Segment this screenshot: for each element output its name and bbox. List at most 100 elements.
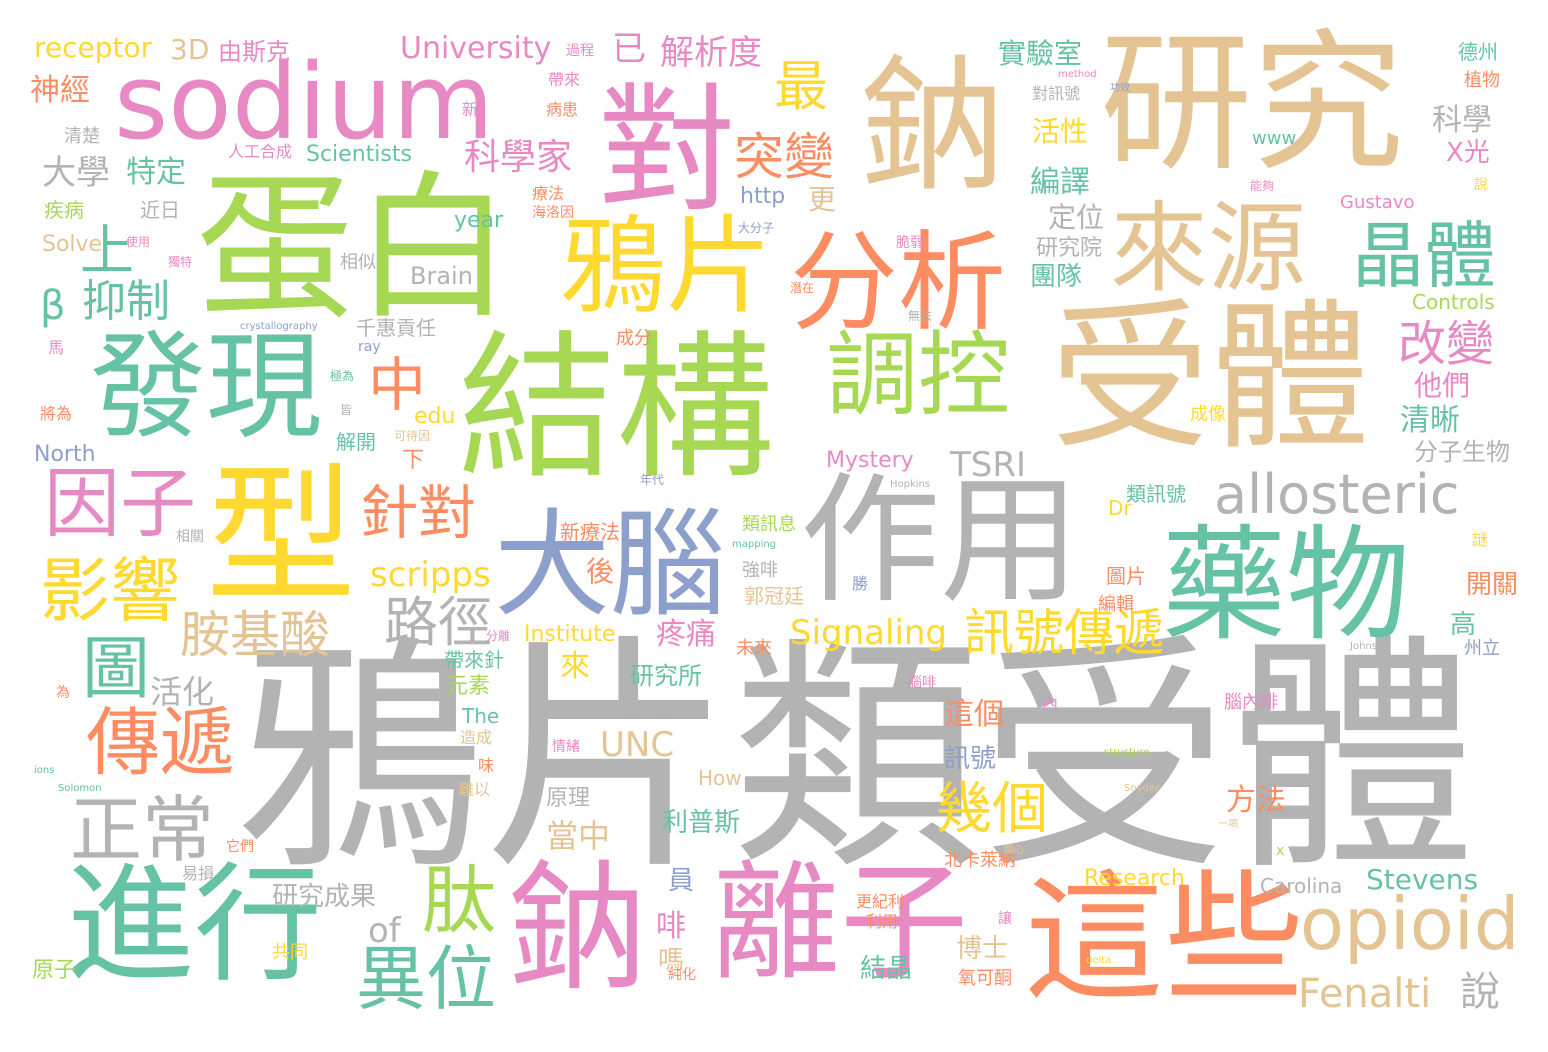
cloud-word: 影響 xyxy=(40,550,180,632)
cloud-word: 後 xyxy=(586,555,615,588)
cloud-word: 博士 xyxy=(956,934,1009,964)
cloud-word: 鴉片 xyxy=(560,205,772,328)
cloud-word: 進行 xyxy=(66,851,323,1000)
cloud-word: 編譯 xyxy=(1030,165,1090,200)
cloud-word: 造成 xyxy=(460,728,493,747)
cloud-word: method xyxy=(1058,69,1097,80)
cloud-word: 由斯克 xyxy=(218,38,290,66)
cloud-word: 因子 xyxy=(44,459,196,548)
cloud-word: Institute xyxy=(524,622,616,647)
cloud-word: crystallography xyxy=(240,321,318,332)
cloud-word: 疾病 xyxy=(44,198,84,222)
cloud-word: 近日 xyxy=(140,198,180,222)
cloud-word: 馬 xyxy=(48,338,65,357)
cloud-word: 高 xyxy=(1450,610,1477,640)
cloud-word: 幾個 xyxy=(936,777,1048,842)
cloud-word: Controls xyxy=(1412,290,1495,314)
cloud-word: Research xyxy=(1084,866,1185,891)
cloud-word: University xyxy=(400,31,552,66)
cloud-word: 更紀利 xyxy=(856,892,905,911)
cloud-word: 北卡萊納 xyxy=(944,850,1016,871)
cloud-word: North xyxy=(34,442,96,467)
cloud-word: 分離 xyxy=(486,629,511,643)
cloud-word: 使用 xyxy=(126,235,151,249)
cloud-word: 3D xyxy=(170,33,210,66)
cloud-word: 類訊號 xyxy=(1126,482,1186,506)
cloud-word: scripps xyxy=(370,555,491,595)
cloud-word: 抑制 xyxy=(82,276,170,327)
cloud-word: 結晶 xyxy=(860,954,913,984)
cloud-word: 將為 xyxy=(40,404,73,423)
cloud-word: 型 xyxy=(206,450,357,624)
cloud-word: 大腦 xyxy=(494,498,726,633)
cloud-word: 晶體 xyxy=(1352,214,1497,298)
cloud-word: 下 xyxy=(402,448,425,473)
cloud-word: 州立 xyxy=(1464,638,1500,659)
cloud-word: 定位 xyxy=(1048,201,1105,234)
cloud-word: 來 xyxy=(560,649,590,684)
cloud-word: 他們 xyxy=(1414,369,1471,402)
cloud-word: 編輯 xyxy=(1098,594,1134,615)
cloud-word: 當中 xyxy=(546,817,611,855)
cloud-word: Scientists xyxy=(306,142,412,167)
cloud-word: 解開 xyxy=(336,430,376,454)
cloud-word: 獨特 xyxy=(168,255,193,269)
cloud-word: 成分 xyxy=(616,328,652,349)
cloud-word: sodium xyxy=(114,41,494,163)
cloud-word: 大學 xyxy=(42,153,110,193)
cloud-word: Stevens xyxy=(1366,863,1479,896)
cloud-word: 研究院 xyxy=(1036,236,1103,261)
cloud-word: 神經 xyxy=(30,73,90,108)
cloud-word: 作用 xyxy=(800,460,1081,623)
cloud-word: 共同 xyxy=(272,942,308,963)
cloud-word: 可待因 xyxy=(394,429,431,443)
cloud-word: 更 xyxy=(808,183,837,216)
cloud-word: 藥物 xyxy=(1162,514,1411,658)
cloud-word: 對訊號 xyxy=(1032,84,1081,103)
cloud-word: Gustavo xyxy=(1340,192,1415,213)
cloud-word: 清楚 xyxy=(64,126,100,147)
cloud-word: 植物 xyxy=(1464,70,1500,91)
cloud-word: 德州 xyxy=(1458,40,1498,64)
cloud-word: 這個 xyxy=(944,697,1004,732)
cloud-word: 人工合成 xyxy=(228,142,293,161)
cloud-word: How xyxy=(698,766,742,790)
cloud-word: 針對 xyxy=(360,479,477,547)
cloud-word: UNC xyxy=(600,725,675,765)
cloud-word: Solve xyxy=(42,232,103,257)
cloud-word: 特定 xyxy=(126,155,186,190)
cloud-word: 嗎 xyxy=(658,946,685,976)
cloud-word: 它們 xyxy=(226,839,254,855)
cloud-word: 氧可酮 xyxy=(958,968,1012,989)
cloud-word: Hopkins xyxy=(890,479,931,490)
cloud-word: 海洛因 xyxy=(532,205,574,221)
cloud-word: 病患 xyxy=(546,100,579,119)
cloud-word: 開關 xyxy=(1466,570,1519,600)
cloud-word: 最 xyxy=(774,55,828,118)
cloud-word: 說 xyxy=(1460,969,1500,1015)
cloud-word: 功效 xyxy=(1110,83,1130,94)
cloud-word: 療法 xyxy=(532,184,565,203)
cloud-word: 離子 xyxy=(712,849,969,998)
cloud-word: 純化 xyxy=(668,967,696,983)
cloud-word: 分析 xyxy=(790,221,1007,346)
cloud-word: 極為 xyxy=(330,369,355,383)
cloud-word: 活化 xyxy=(150,673,215,711)
cloud-word: 強啡 xyxy=(742,560,778,581)
cloud-word: 元素 xyxy=(446,674,491,699)
cloud-word: X光 xyxy=(1446,138,1490,168)
cloud-word: 郭冠廷 xyxy=(744,584,804,608)
cloud-word: Dr xyxy=(1108,496,1132,520)
cloud-word: Brain xyxy=(410,262,473,290)
cloud-word: 勝 xyxy=(852,574,869,593)
cloud-word: 易損 xyxy=(182,864,215,883)
cloud-word: 方法 xyxy=(1226,783,1286,818)
cloud-word: 說 xyxy=(1474,177,1488,193)
cloud-word: 腦啡 xyxy=(908,675,936,691)
cloud-word: 科學 xyxy=(1432,103,1492,138)
cloud-word: 成像 xyxy=(1190,404,1226,425)
cloud-word: ray xyxy=(358,339,381,355)
cloud-word: 鴉片類受體 xyxy=(236,615,1476,903)
cloud-word: 皆 xyxy=(340,403,353,417)
cloud-word: 鈉 xyxy=(860,42,1006,212)
